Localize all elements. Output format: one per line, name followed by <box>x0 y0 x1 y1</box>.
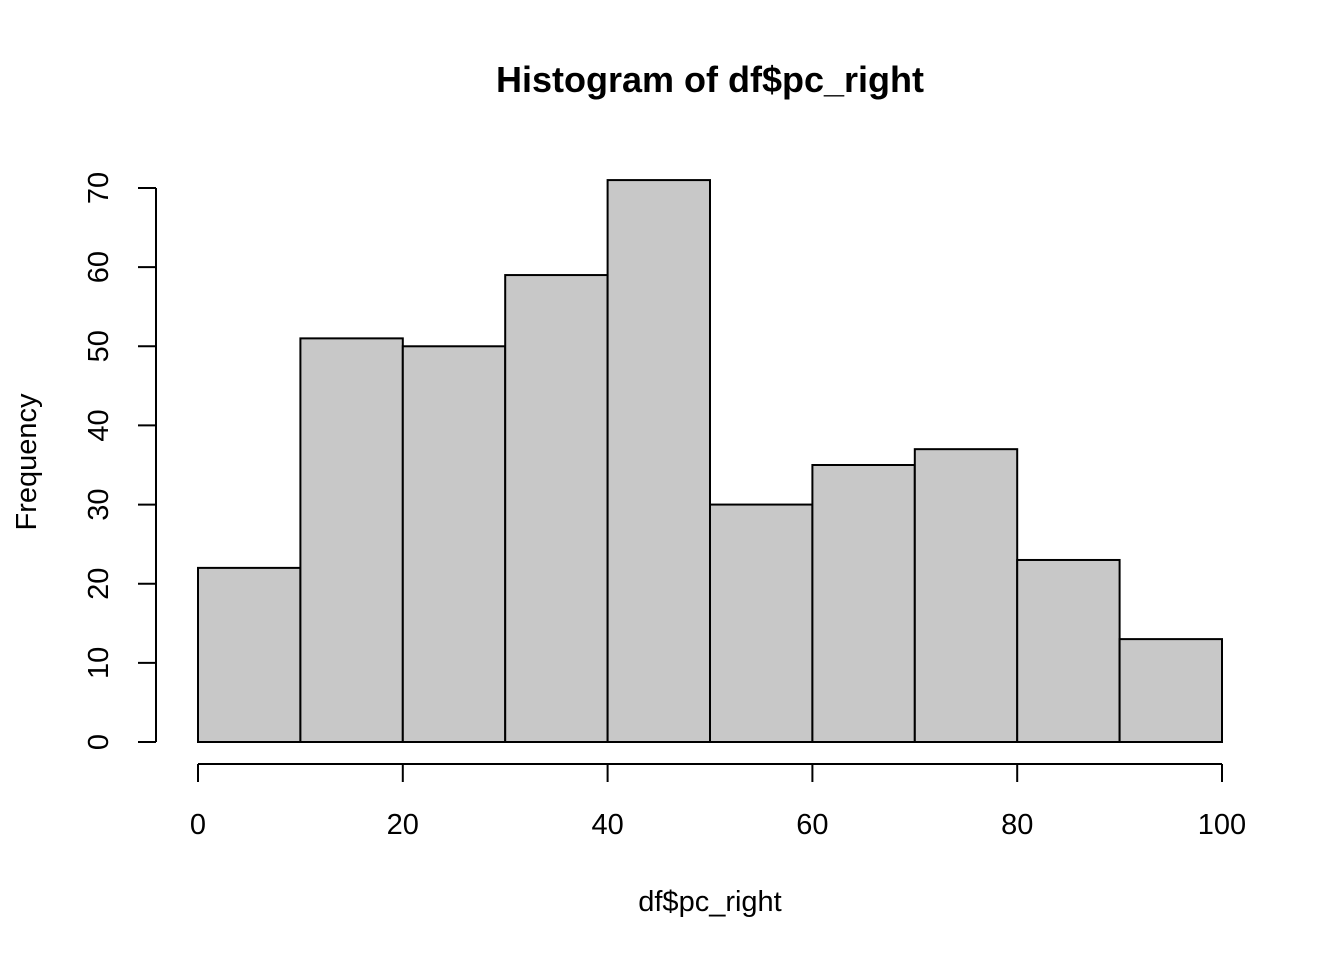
histogram-bar-6 <box>811 464 916 743</box>
x-axis: 0 20 40 60 80 100 <box>190 763 1246 841</box>
histogram-bar-1 <box>299 337 404 743</box>
histogram-bar-2 <box>401 345 507 743</box>
chart-title: Histogram of df$pc_right <box>496 59 924 100</box>
histogram-bar-4 <box>606 179 711 744</box>
x-tick-label-1: 20 <box>387 809 419 841</box>
x-tick-label-3: 60 <box>796 809 828 841</box>
histogram-bar-3 <box>504 274 609 743</box>
x-tick-label-0: 0 <box>190 809 206 841</box>
y-axis: 0 10 20 30 40 50 60 70 <box>83 172 157 750</box>
histogram-bar-0 <box>197 566 302 744</box>
y-axis-label: Frequency <box>11 393 43 531</box>
histogram-bar-8 <box>1016 558 1121 743</box>
y-tick-label-7: 70 <box>83 172 115 204</box>
y-tick-label-0: 0 <box>83 734 115 750</box>
x-tick-label-4: 80 <box>1001 809 1033 841</box>
histogram-bar-9 <box>1118 638 1223 743</box>
y-tick-label-4: 40 <box>83 409 115 441</box>
y-tick-label-1: 10 <box>83 647 115 679</box>
y-tick-label-3: 30 <box>83 488 115 520</box>
x-axis-label: df$pc_right <box>638 886 782 918</box>
y-tick-label-5: 50 <box>83 330 115 362</box>
histogram-bar-7 <box>913 448 1019 743</box>
x-tick-label-2: 40 <box>591 809 623 841</box>
histogram-bar-5 <box>709 503 814 744</box>
bars-group <box>197 179 1223 744</box>
x-tick-label-5: 100 <box>1198 809 1246 841</box>
y-tick-label-2: 20 <box>83 568 115 600</box>
y-tick-label-6: 60 <box>83 251 115 283</box>
